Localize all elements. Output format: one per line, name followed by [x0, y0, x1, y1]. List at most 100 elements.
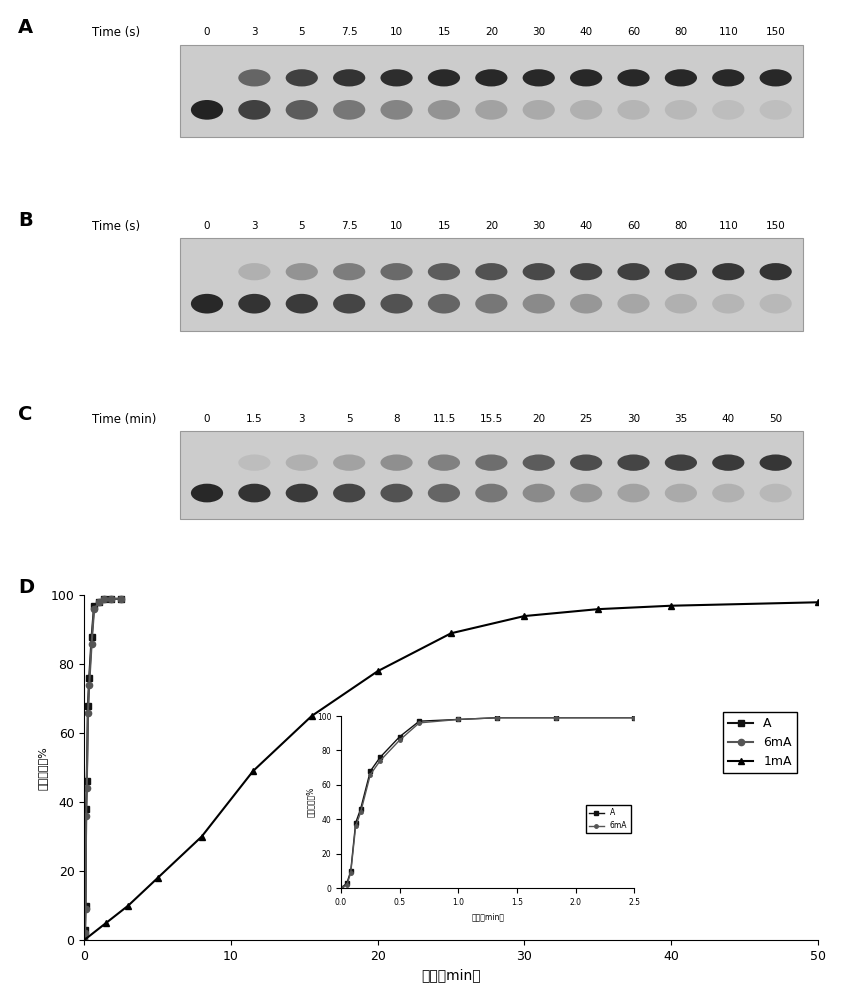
Ellipse shape	[617, 263, 650, 280]
Text: 110: 110	[718, 221, 738, 231]
Text: Time (s): Time (s)	[92, 26, 140, 39]
Ellipse shape	[333, 263, 365, 280]
1mA	[153, 872, 163, 884]
Text: 5: 5	[346, 414, 352, 424]
Text: 60: 60	[627, 221, 640, 231]
Text: 40: 40	[722, 414, 735, 424]
Text: 7.5: 7.5	[341, 221, 357, 231]
1mA	[248, 765, 258, 777]
Ellipse shape	[428, 263, 460, 280]
Text: 3: 3	[251, 221, 258, 231]
FancyBboxPatch shape	[180, 238, 803, 331]
1mA	[666, 600, 676, 612]
Ellipse shape	[570, 294, 602, 314]
Text: 15: 15	[438, 27, 450, 37]
A	[94, 596, 104, 608]
Text: 50: 50	[769, 414, 782, 424]
Ellipse shape	[191, 484, 223, 502]
Line: A: A	[81, 596, 124, 943]
Text: 150: 150	[765, 27, 786, 37]
Ellipse shape	[239, 100, 271, 120]
Ellipse shape	[380, 69, 413, 86]
Line: 6mA: 6mA	[81, 596, 124, 943]
Ellipse shape	[665, 484, 697, 502]
Ellipse shape	[712, 454, 744, 471]
Text: 5: 5	[298, 27, 305, 37]
A	[83, 700, 93, 712]
A	[79, 934, 89, 946]
A	[84, 672, 94, 684]
Ellipse shape	[286, 294, 318, 314]
Ellipse shape	[665, 454, 697, 471]
Text: 3: 3	[251, 27, 258, 37]
A	[106, 593, 116, 605]
Ellipse shape	[380, 100, 413, 120]
Text: 110: 110	[718, 27, 738, 37]
Ellipse shape	[665, 294, 697, 314]
A	[82, 775, 92, 787]
Ellipse shape	[570, 484, 602, 502]
Ellipse shape	[617, 69, 650, 86]
1mA	[307, 710, 317, 722]
Ellipse shape	[333, 69, 365, 86]
Ellipse shape	[333, 454, 365, 471]
6mA	[80, 903, 90, 915]
Ellipse shape	[665, 69, 697, 86]
6mA	[116, 593, 126, 605]
Ellipse shape	[428, 484, 460, 502]
FancyBboxPatch shape	[180, 45, 803, 137]
Line: 1mA: 1mA	[81, 599, 821, 943]
Ellipse shape	[286, 263, 318, 280]
Text: 30: 30	[532, 27, 545, 37]
6mA	[87, 638, 97, 650]
6mA	[99, 593, 109, 605]
Ellipse shape	[475, 69, 507, 86]
Text: 40: 40	[579, 221, 593, 231]
Ellipse shape	[333, 484, 365, 502]
Text: A: A	[19, 18, 34, 37]
Y-axis label: 转化百分比%: 转化百分比%	[38, 746, 48, 790]
Ellipse shape	[570, 454, 602, 471]
Text: 80: 80	[674, 221, 687, 231]
Ellipse shape	[286, 454, 318, 471]
Ellipse shape	[475, 484, 507, 502]
Text: 10: 10	[390, 27, 403, 37]
Ellipse shape	[475, 263, 507, 280]
A	[99, 593, 109, 605]
Text: Time (s): Time (s)	[92, 220, 140, 233]
Ellipse shape	[380, 263, 413, 280]
Ellipse shape	[760, 484, 792, 502]
Ellipse shape	[570, 100, 602, 120]
6mA	[81, 810, 91, 822]
Ellipse shape	[760, 100, 792, 120]
Ellipse shape	[712, 294, 744, 314]
Text: 1.5: 1.5	[246, 414, 263, 424]
Text: 35: 35	[674, 414, 688, 424]
Ellipse shape	[760, 294, 792, 314]
6mA	[106, 593, 116, 605]
6mA	[89, 603, 99, 615]
Text: Time (min): Time (min)	[92, 413, 156, 426]
Text: 0: 0	[204, 221, 210, 231]
Text: 7.5: 7.5	[341, 27, 357, 37]
Text: C: C	[19, 405, 33, 424]
Text: 8: 8	[393, 414, 400, 424]
1mA	[123, 900, 133, 912]
6mA	[84, 679, 94, 691]
A	[89, 600, 99, 612]
1mA	[519, 610, 529, 622]
Text: 150: 150	[765, 221, 786, 231]
6mA	[82, 782, 92, 794]
Text: 15: 15	[438, 221, 450, 231]
Text: B: B	[19, 211, 33, 230]
Text: 5: 5	[298, 221, 305, 231]
Text: 20: 20	[485, 27, 498, 37]
1mA	[373, 665, 383, 677]
Text: 11.5: 11.5	[432, 414, 455, 424]
Ellipse shape	[523, 100, 555, 120]
Ellipse shape	[523, 454, 555, 471]
Ellipse shape	[428, 69, 460, 86]
X-axis label: 时间（min）: 时间（min）	[422, 968, 481, 982]
A	[116, 593, 126, 605]
Ellipse shape	[617, 454, 650, 471]
